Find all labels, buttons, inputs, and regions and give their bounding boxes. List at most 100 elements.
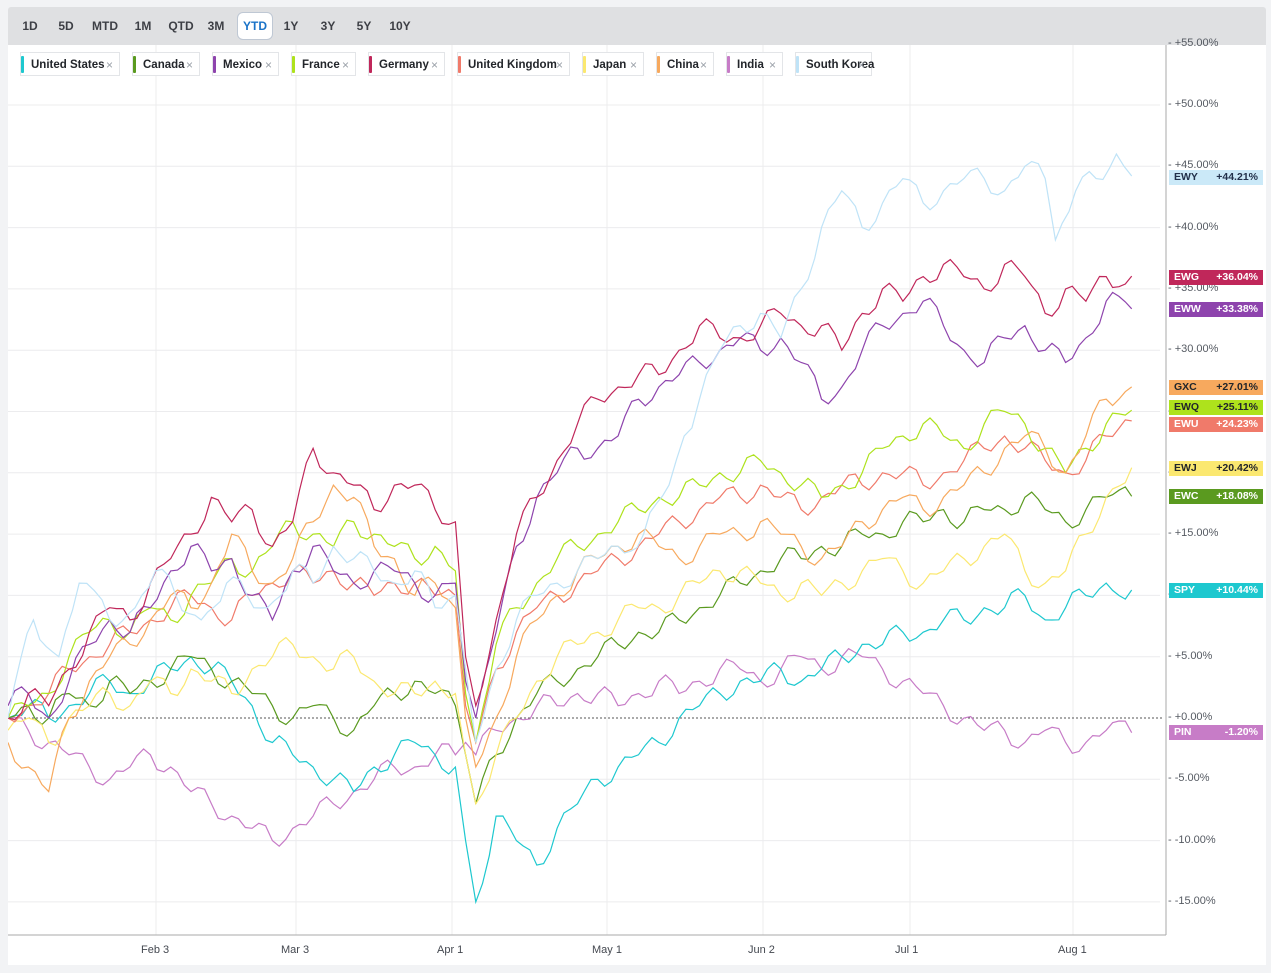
legend-swatch — [583, 56, 586, 73]
ticker-label: EWQ — [1174, 401, 1200, 413]
legend-chip-france[interactable]: France × — [291, 52, 356, 76]
y-tick-label: - +0.00% — [1168, 711, 1213, 723]
ticker-label: GXC — [1174, 381, 1197, 393]
y-tick-label: - -15.00% — [1168, 894, 1216, 907]
last-value-label: +44.21% — [1216, 171, 1258, 183]
legend-label: France — [302, 59, 340, 71]
end-label-ewy: EWY +44.21% — [1169, 170, 1263, 185]
ticker-label: EWJ — [1174, 462, 1197, 474]
range-button-3m[interactable]: 3M — [207, 19, 225, 33]
ticker-label: EWW — [1174, 303, 1201, 315]
series-line-ewj — [8, 467, 1133, 806]
line-chart[interactable] — [8, 45, 1266, 965]
end-label-eww: EWW +33.38% — [1169, 302, 1263, 317]
legend-label: India — [737, 59, 764, 71]
range-button-1y[interactable]: 1Y — [283, 19, 299, 33]
ticker-label: SPY — [1174, 584, 1196, 596]
end-label-ewg: EWG +36.04% — [1169, 270, 1263, 285]
series-line-gxc — [8, 386, 1133, 793]
remove-series-icon[interactable]: × — [264, 58, 272, 72]
legend-chip-canada[interactable]: Canada × — [132, 52, 200, 76]
ticker-label: EWG — [1174, 271, 1200, 283]
legend-chip-united-states[interactable]: United States × — [20, 52, 120, 76]
range-button-3y[interactable]: 3Y — [320, 19, 336, 33]
ticker-label: EWY — [1174, 171, 1198, 183]
series-line-ewg — [8, 258, 1133, 721]
legend-label: Mexico — [223, 59, 262, 71]
end-label-pin: PIN -1.20% — [1169, 725, 1263, 740]
x-tick-label: Mar 3 — [281, 944, 310, 956]
last-value-label: +36.04% — [1216, 271, 1258, 283]
series-line-ewc — [8, 486, 1133, 804]
legend-chip-united-kingdom[interactable]: United Kingdom × — [457, 52, 570, 76]
remove-series-icon[interactable]: × — [768, 58, 776, 72]
legend-swatch — [458, 56, 461, 73]
ticker-label: PIN — [1174, 726, 1192, 738]
end-label-ewj: EWJ +20.42% — [1169, 461, 1263, 476]
remove-series-icon[interactable]: × — [105, 58, 113, 72]
range-button-5d[interactable]: 5D — [58, 19, 74, 33]
legend-chip-india[interactable]: India × — [726, 52, 783, 76]
legend-chip-japan[interactable]: Japan × — [582, 52, 644, 76]
y-tick-label: - +40.00% — [1168, 220, 1219, 233]
remove-series-icon[interactable]: × — [699, 58, 707, 72]
legend-swatch — [21, 56, 24, 73]
end-label-gxc: GXC +27.01% — [1169, 380, 1263, 395]
series-line-ewu — [8, 419, 1132, 745]
x-tick-label: Aug 1 — [1058, 944, 1087, 956]
chart-panel — [8, 45, 1266, 965]
end-label-ewq: EWQ +25.11% — [1169, 400, 1263, 415]
x-tick-label: Jun 2 — [748, 944, 775, 956]
y-tick-label: - +30.00% — [1168, 343, 1219, 356]
legend-swatch — [657, 56, 660, 73]
ticker-label: EWU — [1174, 418, 1199, 430]
series-line-spy — [8, 582, 1133, 905]
range-toolbar: 1D 5D MTD 1M QTD 3M YTD 1Y 3Y 5Y 10Y — [8, 7, 1266, 45]
legend-label: Germany — [379, 59, 429, 71]
legend-label: United Kingdom — [468, 59, 557, 71]
remove-series-icon[interactable]: × — [857, 58, 865, 72]
end-label-spy: SPY +10.44% — [1169, 583, 1263, 598]
x-tick-label: May 1 — [592, 944, 622, 956]
y-tick-label: - -10.00% — [1168, 833, 1216, 846]
series-line-eww — [8, 291, 1133, 719]
last-value-label: +27.01% — [1216, 381, 1258, 393]
series-line-pin — [8, 647, 1133, 848]
remove-series-icon[interactable]: × — [430, 58, 438, 72]
legend-swatch — [292, 56, 295, 73]
legend-label: South Korea — [806, 59, 875, 71]
y-tick-label: - +55.00% — [1168, 36, 1219, 49]
legend-chip-china[interactable]: China × — [656, 52, 714, 76]
x-tick-label: Feb 3 — [141, 944, 170, 956]
legend-swatch — [796, 56, 799, 73]
range-button-10y[interactable]: 10Y — [389, 19, 411, 33]
x-tick-label: Apr 1 — [437, 944, 464, 956]
remove-series-icon[interactable]: × — [555, 58, 563, 72]
remove-series-icon[interactable]: × — [629, 58, 637, 72]
range-button-5y[interactable]: 5Y — [356, 19, 372, 33]
legend-chip-germany[interactable]: Germany × — [368, 52, 445, 76]
range-button-1d[interactable]: 1D — [22, 19, 38, 33]
last-value-label: -1.20% — [1224, 726, 1258, 738]
legend-chip-mexico[interactable]: Mexico × — [212, 52, 279, 76]
range-button-mtd[interactable]: MTD — [92, 19, 118, 33]
range-button-qtd[interactable]: QTD — [168, 19, 194, 33]
legend-chip-south-korea[interactable]: South Korea × — [795, 52, 875, 76]
end-label-ewu: EWU +24.23% — [1169, 417, 1263, 432]
range-button-ytd[interactable]: YTD — [237, 12, 273, 40]
legend-swatch — [369, 56, 372, 73]
legend-swatch — [213, 56, 216, 73]
y-tick-label: - -5.00% — [1168, 772, 1210, 785]
remove-series-icon[interactable]: × — [341, 58, 349, 72]
last-value-label: +25.11% — [1216, 401, 1258, 413]
range-button-1m[interactable]: 1M — [134, 19, 152, 33]
y-tick-label: - +50.00% — [1168, 98, 1219, 110]
legend-swatch — [727, 56, 730, 73]
legend-label: Japan — [593, 59, 627, 71]
legend-swatch — [133, 56, 136, 73]
series-line-ewq — [8, 409, 1133, 743]
remove-series-icon[interactable]: × — [185, 58, 193, 72]
last-value-label: +18.08% — [1216, 490, 1258, 502]
y-tick-label: - +45.00% — [1168, 159, 1219, 172]
y-tick-label: - +5.00% — [1168, 649, 1213, 662]
